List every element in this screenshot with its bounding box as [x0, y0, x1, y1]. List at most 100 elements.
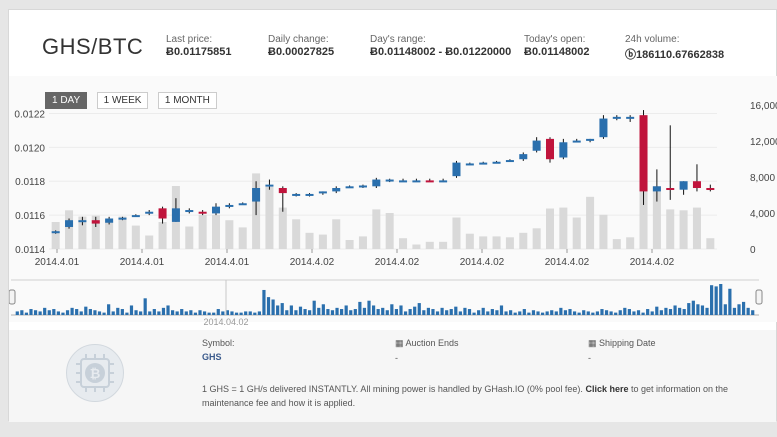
volume-bar	[105, 220, 114, 249]
navigator-bar	[618, 310, 622, 315]
price-tick-label: 0.0120	[14, 143, 45, 154]
navigator-bar	[710, 285, 714, 315]
volume-bar	[318, 234, 327, 249]
price-tick-label: 0.0114	[15, 245, 45, 256]
navigator-bar	[266, 297, 271, 315]
candle-up	[519, 154, 528, 160]
candle-up	[171, 208, 180, 222]
navigator-bar	[111, 311, 115, 315]
tab-1-month[interactable]: 1 MONTH	[157, 92, 217, 109]
stat-days-range: Day's range: Ƀ0.01148002 - Ƀ0.01220000	[370, 34, 511, 58]
volume-bar	[65, 210, 74, 249]
volume-bar	[425, 241, 434, 249]
navigator-bar	[719, 284, 723, 315]
volume-tick-label: 16,000	[750, 101, 777, 112]
volume-tick-label: 8,000	[750, 173, 775, 184]
navigator-bar	[125, 312, 129, 315]
navigator-bar	[627, 309, 631, 315]
volume-bar	[225, 220, 234, 249]
volume-bar	[211, 214, 221, 249]
navigator-bar	[687, 303, 691, 315]
candle-up	[532, 140, 541, 151]
candle-up	[372, 179, 381, 187]
navigator-bar	[97, 311, 102, 315]
navigator-bar	[335, 307, 339, 315]
navigator-bar	[198, 310, 202, 315]
bitcoin-logo-icon: ₿	[66, 344, 124, 402]
navigator-bar	[33, 310, 38, 315]
stat-value: Ƀ0.01175851	[166, 46, 232, 58]
navigator-bar	[271, 299, 275, 315]
navigator-bar	[463, 307, 467, 315]
candle-down	[692, 181, 701, 189]
navigator-bar	[344, 305, 348, 315]
auction-label: ▦ Auction Ends	[395, 338, 459, 348]
navigator-bar	[403, 311, 408, 315]
navigator-bar	[248, 311, 252, 315]
volume-bar	[399, 238, 408, 249]
navigator-bar	[522, 309, 526, 315]
navigator-bar	[741, 301, 746, 315]
navigator-bar	[394, 309, 399, 315]
volume-bar	[439, 241, 448, 249]
navigator-bar	[691, 300, 695, 315]
navigator-bar	[518, 311, 522, 315]
navigator-bar	[751, 310, 755, 315]
navigator-bar	[572, 311, 577, 315]
navigator-bar	[700, 305, 705, 315]
navigator-bar	[559, 307, 563, 315]
navigator-bar	[563, 310, 568, 315]
volume-bar	[51, 222, 60, 249]
x-tick-label: 2014.4.02	[545, 257, 590, 268]
navigator-bar	[604, 310, 609, 315]
navigator-bar	[696, 304, 700, 315]
navigator-bar	[166, 305, 170, 315]
volume-tick-label: 12,000	[750, 137, 777, 148]
navigator-bar	[746, 307, 750, 315]
navigator-bar	[591, 312, 595, 315]
navigator-bar	[221, 311, 225, 315]
auction-field: ▦ Auction Ends -	[395, 338, 459, 363]
candle-down	[545, 138, 555, 160]
navigator-bar	[495, 310, 499, 315]
navigator-bar	[207, 312, 211, 315]
volume-bar	[198, 214, 207, 249]
tab-1-day[interactable]: 1 DAY	[45, 92, 88, 109]
navigator-bar	[454, 306, 458, 315]
calendar-icon: ▦	[588, 338, 600, 348]
navigator-bar	[47, 310, 51, 315]
candle-up	[265, 184, 274, 187]
navigator-bar	[650, 311, 654, 315]
navigator-bar	[367, 300, 371, 315]
candle-up	[399, 180, 408, 183]
candle-up	[292, 193, 301, 196]
navigator-bar	[582, 310, 586, 315]
navigator-bar	[449, 309, 453, 315]
navigator-bar	[499, 305, 504, 315]
maintenance-fee-link[interactable]: Click here	[585, 384, 629, 394]
navigator-bar	[655, 306, 659, 315]
stat-daily-change: Daily change: Ƀ0.00027825	[268, 34, 334, 58]
volume-tick-label: 4,000	[750, 209, 775, 220]
navigator-bar	[477, 310, 481, 315]
volume-bar	[532, 228, 541, 249]
navigator-bar	[134, 310, 138, 315]
navigator-bar	[43, 307, 47, 315]
navigator-bar	[280, 303, 284, 315]
volume-bar	[572, 217, 581, 249]
description-text-end: to get information on the maintenance fe…	[202, 384, 729, 408]
navigator-bar	[426, 307, 430, 315]
candle-up	[78, 220, 87, 223]
volume-bar	[679, 210, 688, 249]
volume-bar	[118, 216, 127, 249]
tab-1-week[interactable]: 1 WEEK	[96, 92, 149, 109]
candle-up	[185, 210, 194, 213]
navigator-bar	[358, 301, 362, 315]
navigator-bar	[257, 311, 261, 315]
navigator-bar	[504, 311, 508, 315]
navigator-bar	[486, 311, 490, 315]
navigator-bar	[531, 310, 536, 315]
symbol-value[interactable]: GHS	[202, 352, 222, 362]
auction-value: -	[395, 353, 398, 363]
navigator-bar	[381, 307, 385, 315]
